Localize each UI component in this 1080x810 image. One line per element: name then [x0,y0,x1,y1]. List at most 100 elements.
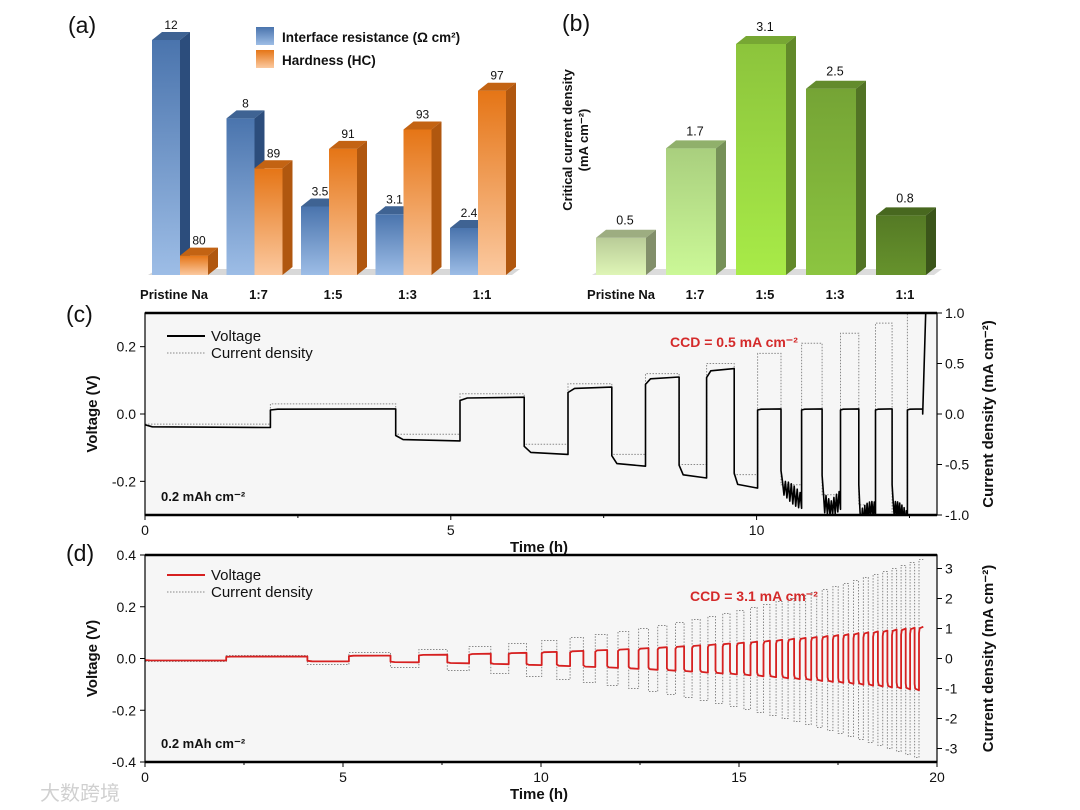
y-tick-label: 0.4 [117,547,137,563]
bar-ccd-front [876,215,926,275]
voltage-series [145,313,927,515]
x-axis-title: Time (h) [510,786,568,803]
bar-hardness-side [282,160,293,275]
bar-hardness [180,247,218,275]
bar-ccd-top [806,80,866,89]
legend-label-resistance: Interface resistance (Ω cm²) [282,30,460,45]
bar-ccd-top [666,140,726,149]
category-label: 1:7 [249,287,268,302]
data-label-hardness: 97 [490,69,504,83]
bar-resistance-side [180,32,190,275]
bar-ccd-side [926,207,936,275]
data-label-resistance: 12 [164,18,178,32]
bar-ccd-side [646,229,656,275]
y-axis-title: Critical current density (mA cm⁻²) [560,68,591,210]
chart-b-critical-current-density: 0.5 Pristine Na 1.7 1:7 3.1 1:5 2.5 1:3 0.8 1:1 Cr… [560,20,942,302]
data-label-resistance: 8 [242,96,249,110]
plot-area [145,559,924,758]
bar-hardness [254,160,293,275]
y-tick-label: 0.2 [117,339,137,355]
bar-resistance-top [226,110,265,119]
bar-hardness [478,82,516,275]
bar-ccd [876,207,936,275]
bar-ccd-top [876,207,936,216]
panel-label-c: (c) [66,301,93,327]
category-label: Pristine Na [140,287,209,302]
y-right-tick-label: 1 [945,621,953,637]
bar-hardness-front [478,90,506,275]
bar-hardness-front [180,255,208,275]
bar-hardness-top [329,140,367,149]
data-label-resistance: 3.5 [312,184,329,198]
data-label-hardness: 93 [416,108,430,122]
legend-swatch-resistance [256,27,274,45]
x-tick-label: 0 [141,769,149,785]
data-label-hardness: 89 [267,146,281,160]
capacity-label: 0.2 mAh cm⁻² [161,736,246,751]
category-label: 1:5 [756,287,775,302]
bar-resistance-top [152,32,190,40]
x-tick-label: 20 [929,769,945,785]
bar-ccd-top [736,36,796,44]
x-tick-label: 5 [447,522,455,538]
bar-resistance-front [226,118,255,275]
panel-label-b: (b) [562,10,590,36]
bar-hardness [329,140,367,275]
legend-swatch-hardness [256,50,274,68]
y-right-axis-title: Current density (mA cm⁻²) [980,320,997,507]
y-axis-title: Voltage (V) [84,375,101,452]
y-right-tick-label: -3 [945,741,958,757]
y-right-tick-label: -0.5 [945,457,969,473]
y-right-tick-label: -1.0 [945,507,969,523]
bar-resistance-front [152,40,180,275]
ccd-annotation: CCD = 3.1 mA cm⁻² [690,588,818,604]
bar-ccd [736,36,796,275]
data-label-ccd: 0.5 [616,214,633,228]
legend-label-current: Current density [211,584,313,601]
bar-hardness-side [431,121,442,275]
category-label: 1:3 [826,287,845,302]
y-tick-label: 0.0 [117,651,137,667]
y-right-axis-title: Current density (mA cm⁻²) [980,565,997,752]
bar-ccd-front [596,237,646,275]
category-label: 1:5 [324,287,343,302]
panel-label-d: (d) [66,540,94,566]
legend-label-voltage: Voltage [211,328,261,345]
x-tick-label: 5 [339,769,347,785]
legend-label-current: Current density [211,345,313,362]
y-right-tick-label: -2 [945,711,958,727]
y-tick-label: -0.2 [112,702,136,718]
bar-hardness-top [254,160,293,169]
data-label-hardness: 80 [192,234,206,248]
y-tick-label: -0.4 [112,754,136,770]
bar-hardness-front [254,168,283,275]
y-right-tick-label: 0 [945,651,953,667]
x-tick-label: 0 [141,522,149,538]
data-label-hardness: 91 [341,127,355,141]
bar-ccd-side [716,140,726,275]
y-right-tick-label: -1 [945,681,958,697]
data-label-ccd: 1.7 [686,124,703,138]
y-axis-title-line2: (mA cm⁻²) [576,109,591,172]
chart-c-voltage-profile: 0 5 10 -0.2 0.0 0.2 -1.0 -0.5 0.0 0.5 1.0 Time (h) V… [84,305,997,556]
bar-hardness-front [403,129,432,275]
data-label-ccd: 3.1 [756,20,773,34]
legend-label-hardness: Hardness (HC) [282,53,376,68]
bar-ccd [596,229,656,275]
bar-resistance-front [301,206,329,275]
bar-ccd-side [786,36,796,275]
plot-background [145,313,937,515]
bar-ccd-front [666,148,716,275]
bar-hardness-side [208,247,218,275]
plot-area [145,313,927,515]
y-right-tick-label: 1.0 [945,305,965,321]
data-label-ccd: 0.8 [896,191,913,205]
current-density-series [145,559,924,758]
y-right-tick-label: 0.0 [945,406,965,422]
y-tick-label: -0.2 [112,473,136,489]
chart-d-voltage-profile: 0 5 10 15 20 -0.4 -0.2 0.0 0.2 0.4 -3 -2 -1 0 1 2 3 Time … [84,547,997,803]
bar-resistance [152,32,190,275]
y-axis-title-line1: Critical current density [560,68,575,210]
bar-ccd-front [736,44,786,275]
y-tick-label: 0.2 [117,599,137,615]
